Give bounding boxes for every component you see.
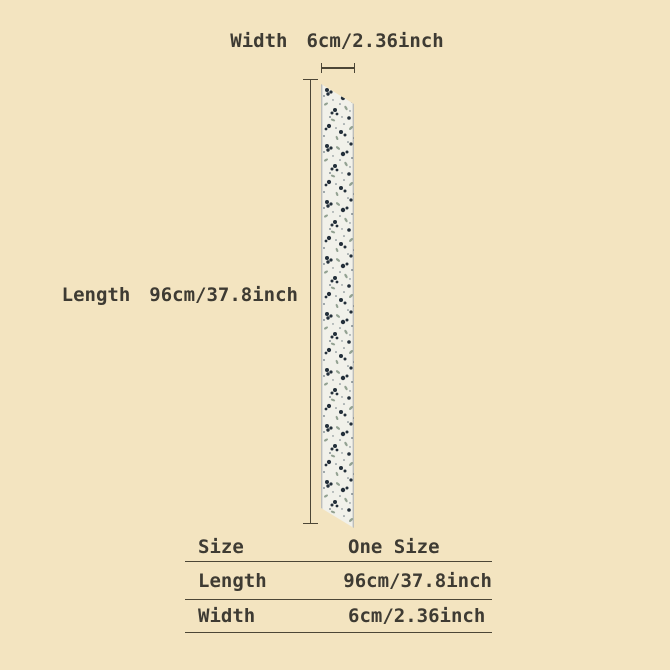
- scarf-strip-image: [321, 84, 354, 528]
- width-measure-line: [321, 63, 355, 73]
- size-table-row-length: Length 96cm/37.8inch: [185, 562, 492, 600]
- length-annotation: Length 96cm/37.8inch: [62, 284, 298, 306]
- size-table-length-value: 96cm/37.8inch: [343, 569, 492, 592]
- size-table-header-value: One Size: [348, 536, 440, 558]
- size-table-width-value: 6cm/2.36inch: [348, 605, 486, 627]
- width-annotation: Width 6cm/2.36inch: [230, 30, 443, 52]
- size-table-width-name: Width: [198, 605, 256, 627]
- size-table-row-width: Width 6cm/2.36inch: [185, 600, 492, 633]
- size-table: Size One Size Length 96cm/37.8inch Width…: [185, 533, 492, 633]
- width-annotation-value: 6cm/2.36inch: [306, 30, 444, 52]
- length-measure-line-bar: [309, 80, 312, 523]
- length-annotation-label: Length: [61, 284, 131, 306]
- width-annotation-label: Width: [230, 30, 288, 52]
- width-measure-line-bar: [322, 67, 354, 69]
- size-table-length-name: Length: [198, 569, 267, 592]
- size-table-row-size: Size One Size: [185, 533, 492, 562]
- length-annotation-value: 96cm/37.8inch: [149, 284, 298, 306]
- size-table-header-name: Size: [198, 536, 244, 558]
- scarf-pattern: [321, 84, 354, 528]
- length-measure-line: [303, 79, 318, 524]
